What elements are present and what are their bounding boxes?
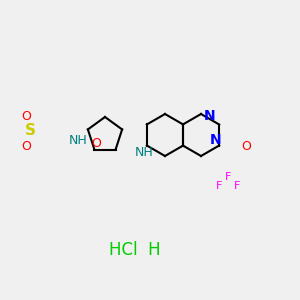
Text: NH: NH [69, 134, 88, 147]
Text: HCl  H: HCl H [109, 241, 161, 259]
Text: F: F [234, 181, 240, 191]
Text: F: F [225, 172, 231, 182]
Text: N: N [210, 133, 222, 147]
Text: O: O [91, 137, 101, 150]
Text: O: O [241, 140, 251, 153]
Text: O: O [21, 110, 31, 123]
Text: O: O [21, 140, 31, 153]
Text: F: F [216, 181, 222, 191]
Text: NH: NH [135, 146, 153, 159]
Text: N: N [204, 109, 216, 123]
Text: S: S [25, 123, 35, 138]
